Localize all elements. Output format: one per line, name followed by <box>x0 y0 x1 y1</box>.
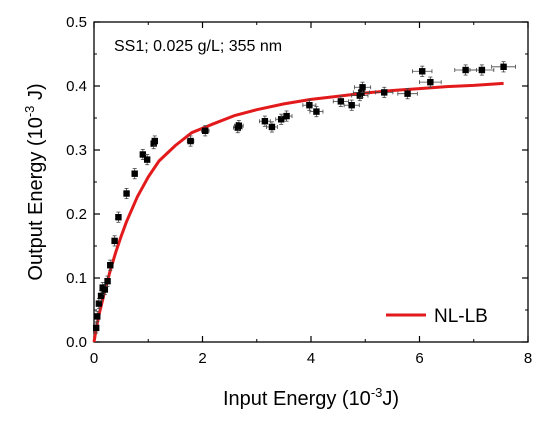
x-tick-label: 4 <box>307 350 315 367</box>
data-points-layer <box>92 61 516 334</box>
fit-curve-layer <box>92 81 504 343</box>
legend-label-nl-lb: NL-LB <box>434 306 488 327</box>
data-point-marker <box>419 68 426 75</box>
data-point <box>95 298 103 310</box>
data-point-marker <box>478 66 486 74</box>
data-point-marker <box>115 214 122 221</box>
data-point <box>107 259 114 271</box>
x-tick-label: 0 <box>90 350 98 367</box>
data-point <box>92 322 100 334</box>
y-axis-title-exponent: -3 <box>22 106 37 118</box>
data-point-marker <box>268 123 276 131</box>
y-tick-label: 0.5 <box>66 14 87 31</box>
y-axis-title-suffix: J) <box>25 83 47 105</box>
data-point-marker <box>306 102 313 109</box>
data-point <box>280 110 293 122</box>
data-point <box>302 99 317 111</box>
y-axis-title: Output Energy (10-3 J) <box>22 83 47 280</box>
data-point-marker <box>235 122 243 129</box>
data-point <box>266 121 278 133</box>
axis-ticks <box>93 21 529 343</box>
data-point <box>123 187 130 200</box>
data-point-marker <box>123 190 130 197</box>
data-point <box>332 95 349 107</box>
data-point-marker <box>139 151 147 158</box>
x-axis-title-exponent: -3 <box>371 385 383 400</box>
data-point-marker <box>277 116 285 123</box>
y-tick-label: 0.4 <box>66 78 87 95</box>
y-axis-title-text: Output Energy (10 <box>25 117 47 280</box>
data-point <box>309 106 324 118</box>
data-point <box>343 99 360 111</box>
data-point <box>469 64 495 76</box>
data-point <box>94 310 101 322</box>
data-point <box>259 115 271 127</box>
x-tick-label: 2 <box>198 350 206 367</box>
data-point-marker <box>356 92 364 99</box>
data-point <box>131 168 138 180</box>
data-point-marker <box>95 300 103 307</box>
data-point-marker <box>404 90 411 97</box>
data-point-marker <box>94 313 101 320</box>
data-point <box>491 61 516 73</box>
y-tick-label: 0.0 <box>66 334 87 351</box>
data-point-marker <box>143 156 151 163</box>
data-point <box>111 235 118 247</box>
data-point <box>353 81 372 93</box>
x-tick-label: 6 <box>415 350 423 367</box>
data-point-marker <box>104 278 111 285</box>
y-tick-label: 0.3 <box>66 142 87 159</box>
data-point <box>234 120 244 132</box>
data-point-marker <box>337 98 345 105</box>
data-point <box>375 86 394 98</box>
data-point-marker <box>283 112 290 120</box>
data-point <box>397 88 418 100</box>
data-point-marker <box>131 170 138 177</box>
data-point-marker <box>92 324 100 332</box>
legend: NL-LB <box>386 306 488 327</box>
data-point-marker <box>107 262 114 269</box>
x-tick-label: 8 <box>524 350 532 367</box>
x-axis-title-suffix: J) <box>382 388 399 410</box>
chart-annotation: SS1; 0.025 g/L; 355 nm <box>114 38 282 55</box>
data-point-marker <box>101 286 109 293</box>
data-point-marker <box>187 137 194 145</box>
data-point <box>139 148 147 161</box>
data-point-marker <box>500 63 507 70</box>
data-point-marker <box>151 137 158 145</box>
data-point-marker <box>313 108 320 115</box>
data-point-marker <box>261 118 269 125</box>
data-point-marker <box>348 102 355 109</box>
y-tick-label: 0.2 <box>66 206 87 223</box>
data-point-marker <box>462 66 469 74</box>
tick-labels: 0 2 4 6 8 0.0 0.1 0.2 0.3 0.4 0.5 <box>66 14 532 367</box>
data-point <box>419 76 442 88</box>
data-point <box>104 275 111 287</box>
data-point <box>143 154 151 166</box>
data-point <box>151 135 158 147</box>
y-tick-label: 0.1 <box>66 270 87 287</box>
data-point-marker <box>202 127 209 134</box>
data-point-marker <box>427 78 434 86</box>
data-point-marker <box>97 292 105 300</box>
data-point <box>186 135 195 147</box>
x-axis-title-text: Input Energy (10 <box>223 388 371 410</box>
data-point-marker <box>359 84 366 91</box>
series-line-nl-lb <box>92 81 504 343</box>
data-point <box>115 211 122 223</box>
data-point <box>201 125 210 137</box>
x-axis-title: Input Energy (10-3J) <box>223 385 399 410</box>
data-point <box>412 65 433 77</box>
data-point-marker <box>381 89 388 96</box>
data-point-marker <box>111 237 118 245</box>
